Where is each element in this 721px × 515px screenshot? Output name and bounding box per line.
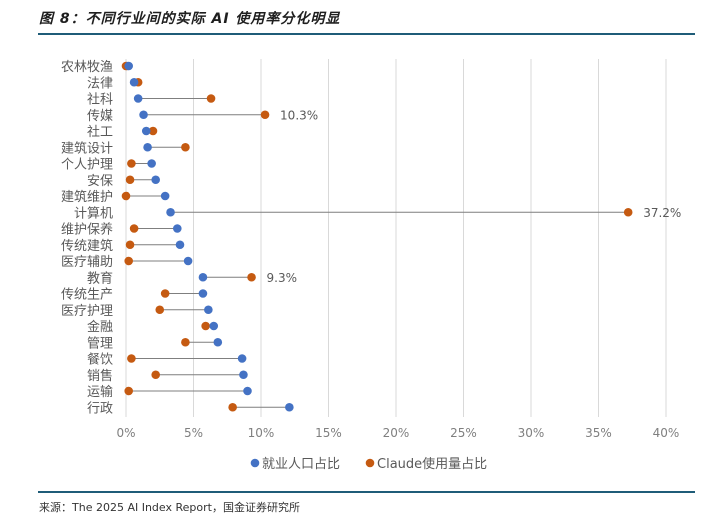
category-label: 法律 bbox=[87, 76, 113, 91]
category-label: 医疗护理 bbox=[61, 304, 113, 319]
employment-share-dot bbox=[198, 272, 208, 282]
claude-usage-dot bbox=[160, 289, 170, 298]
employment-share-dot bbox=[160, 191, 170, 201]
claude-usage-dot bbox=[151, 370, 160, 380]
employment-share-dot bbox=[237, 354, 247, 363]
claude-usage-dot bbox=[181, 337, 190, 347]
category-label: 建筑维护 bbox=[61, 189, 113, 205]
x-tick-label: 35% bbox=[585, 426, 612, 440]
top-divider bbox=[38, 33, 695, 35]
bottom-divider bbox=[38, 491, 695, 493]
employment-share-dot bbox=[143, 142, 152, 152]
employment-share-dot bbox=[141, 126, 151, 136]
employment-share-dot bbox=[204, 305, 213, 315]
x-tick-labels: 0% 5% 10% 15% 20% 25% 30% 35% 40% bbox=[116, 426, 679, 440]
claude-usage-dot bbox=[129, 224, 139, 233]
category-label: 建筑设计 bbox=[61, 140, 113, 156]
category-label: 传媒 bbox=[87, 109, 113, 124]
claude-usage-dot bbox=[623, 207, 633, 217]
employment-share-dot bbox=[183, 256, 193, 266]
data-label: 9.3% bbox=[267, 271, 298, 285]
legend-label-employment: 就业人口占比 bbox=[262, 457, 340, 472]
claude-usage-dot bbox=[127, 159, 136, 168]
employment-share-dot bbox=[124, 61, 133, 71]
employment-share-dot bbox=[139, 110, 148, 120]
claude-usage-dot bbox=[124, 386, 133, 396]
category-label: 传统生产 bbox=[61, 288, 113, 303]
figure-title: 图 8：不同行业间的实际 AI 使用率分化明显 bbox=[39, 11, 341, 27]
x-tick-label: 40% bbox=[653, 426, 680, 440]
employment-share-dot bbox=[166, 207, 175, 217]
x-tick-label: 25% bbox=[450, 426, 477, 440]
employment-share-dot bbox=[243, 386, 252, 396]
claude-usage-dot bbox=[201, 321, 210, 331]
gridlines bbox=[125, 59, 667, 417]
x-tick-label: 20% bbox=[383, 426, 410, 440]
category-label: 销售 bbox=[87, 368, 113, 384]
employment-share-dot bbox=[129, 77, 139, 87]
category-label: 金融 bbox=[87, 319, 113, 335]
x-tick-label: 5% bbox=[184, 426, 203, 440]
employment-share-dot bbox=[285, 402, 294, 412]
claude-usage-dot bbox=[121, 191, 131, 201]
claude-usage-dot bbox=[228, 402, 237, 412]
claude-usage-dot bbox=[181, 142, 190, 152]
category-label: 农林牧渔 bbox=[61, 60, 113, 75]
employment-share-dot bbox=[213, 337, 223, 347]
claude-usage-dot bbox=[247, 272, 256, 282]
claude-usage-dot bbox=[206, 94, 216, 103]
employment-share-dot bbox=[147, 159, 156, 168]
category-label: 社科 bbox=[87, 92, 113, 108]
claude-usage-dot bbox=[127, 354, 136, 363]
category-label: 教育 bbox=[87, 270, 113, 286]
category-label: 行政 bbox=[87, 401, 113, 416]
category-labels: 农林牧渔法律社科传媒社工建筑设计个人护理安保建筑维护计算机维护保养传统建筑医疗辅… bbox=[61, 60, 113, 416]
x-tick-label: 30% bbox=[518, 426, 545, 440]
category-label: 安保 bbox=[87, 174, 113, 189]
claude-usage-dot bbox=[148, 126, 158, 136]
category-label: 传统建筑 bbox=[61, 238, 113, 254]
x-tick-label: 10% bbox=[248, 426, 275, 440]
source-note: 来源：The 2025 AI Index Report，国金证券研究所 bbox=[39, 501, 300, 514]
legend-marker-employment bbox=[250, 458, 260, 468]
category-label: 计算机 bbox=[74, 206, 113, 221]
category-label: 维护保养 bbox=[61, 222, 113, 238]
employment-share-dot bbox=[239, 370, 248, 380]
legend: 就业人口占比 Claude使用量占比 bbox=[250, 456, 487, 472]
legend-label-claude: Claude使用量占比 bbox=[377, 456, 487, 472]
claude-usage-dot bbox=[125, 175, 135, 185]
category-label: 社工 bbox=[87, 124, 113, 140]
category-label: 医疗辅助 bbox=[61, 255, 113, 270]
employment-share-dot bbox=[151, 175, 160, 185]
data-label: 10.3% bbox=[280, 108, 318, 122]
employment-share-dot bbox=[198, 289, 208, 298]
claude-usage-dot bbox=[125, 240, 135, 250]
claude-usage-dot bbox=[124, 256, 133, 266]
data-label: 37.2% bbox=[643, 206, 681, 220]
x-tick-label: 0% bbox=[116, 426, 135, 440]
employment-share-dot bbox=[175, 240, 185, 250]
employment-share-dot bbox=[133, 94, 143, 103]
claude-usage-dot bbox=[155, 305, 165, 315]
claude-usage-dot bbox=[260, 110, 270, 120]
category-label: 运输 bbox=[87, 384, 113, 400]
employment-share-dot bbox=[209, 321, 219, 331]
category-label: 个人护理 bbox=[61, 158, 113, 173]
employment-share-dot bbox=[173, 224, 182, 233]
dumbbell-rows: 10.3% 37.2% 9.3% bbox=[121, 61, 681, 412]
x-tick-label: 15% bbox=[315, 426, 342, 440]
legend-marker-claude bbox=[365, 458, 375, 468]
category-label: 管理 bbox=[87, 336, 113, 351]
category-label: 餐饮 bbox=[87, 352, 113, 368]
